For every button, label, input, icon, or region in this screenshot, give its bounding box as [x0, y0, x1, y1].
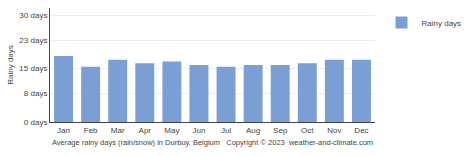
svg-text:Aug: Aug	[246, 126, 260, 135]
svg-text:Nov: Nov	[327, 126, 341, 135]
svg-text:Oct: Oct	[301, 126, 314, 135]
svg-text:Rainy days: Rainy days	[6, 45, 15, 85]
svg-text:30 days: 30 days	[19, 11, 47, 20]
svg-text:Dec: Dec	[354, 126, 368, 135]
svg-text:Rainy days: Rainy days	[422, 19, 462, 28]
svg-text:Average rainy days (rain/snow): Average rainy days (rain/snow) in Durbuy…	[52, 138, 373, 147]
svg-text:Feb: Feb	[84, 126, 98, 135]
svg-text:0 days: 0 days	[24, 118, 48, 127]
svg-text:May: May	[164, 126, 179, 135]
svg-text:Jan: Jan	[57, 126, 70, 135]
svg-text:Jun: Jun	[193, 126, 206, 135]
svg-text:Sep: Sep	[273, 126, 288, 135]
svg-text:15 days: 15 days	[19, 64, 47, 73]
svg-text:Mar: Mar	[111, 126, 125, 135]
svg-text:Apr: Apr	[139, 126, 152, 135]
svg-text:8 days: 8 days	[24, 89, 48, 98]
svg-text:23 days: 23 days	[19, 36, 47, 45]
svg-text:Jul: Jul	[221, 126, 231, 135]
